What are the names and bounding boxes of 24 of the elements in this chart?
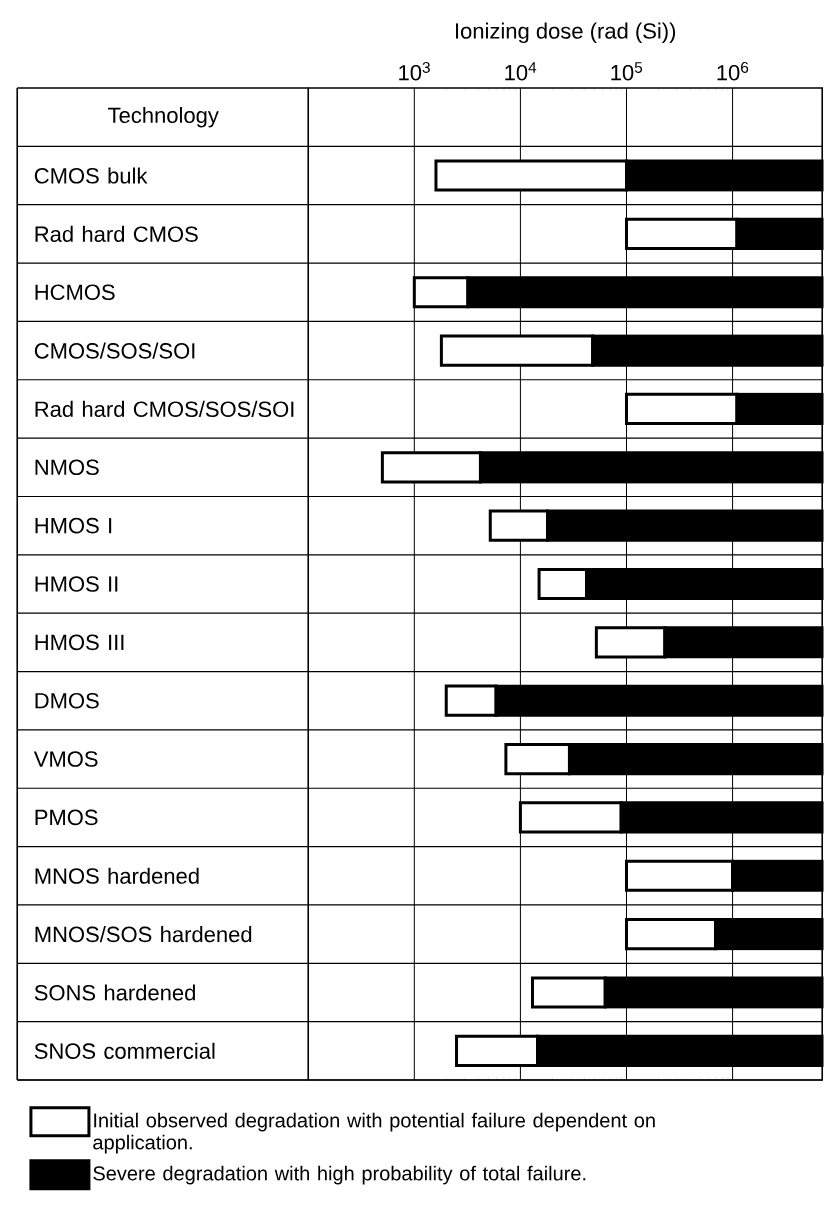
y-tick-label: MNOS/SOS hardened (35, 926, 252, 943)
y-tick-label: HMOS I (35, 517, 112, 534)
y-tick-label: HMOS III (35, 634, 124, 651)
y-tick-label: SONS hardened (34, 984, 196, 1001)
y-tick-label: SNOS commercial (34, 1042, 215, 1059)
x-axis-title: Ionizing dose (rad (Si)) (456, 22, 676, 44)
y-tick-label: NMOS (35, 459, 99, 476)
y-tick-label: Rad hard CMOS/SOS/SOI (35, 400, 294, 418)
y-tick-label: HCMOS (35, 284, 115, 301)
y-axis-title: Technology (108, 106, 219, 128)
y-tick-label: MNOS hardened (35, 867, 199, 884)
x-tick-label: 10$^{5}$ (611, 62, 643, 81)
legend-label: Initial observed degradation with potential failure dependent on application. (93, 1112, 655, 1154)
y-tick-label: Rad hard CMOS (35, 225, 198, 242)
x-tick-label: 10$^{4}$ (505, 62, 537, 81)
y-tick-label: CMOS/SOS/SOI (35, 342, 195, 359)
y-tick-label: PMOS (35, 809, 98, 826)
y-tick-label: CMOS bulk (35, 167, 148, 184)
legend-label: Severe degradation with high probability of total failure. (93, 1165, 586, 1185)
y-tick-label: VMOS (33, 751, 98, 767)
x-tick-label: 10$^{6}$ (717, 61, 749, 81)
y-tick-label: DMOS (35, 692, 99, 709)
y-tick-label: HMOS II (35, 576, 118, 592)
x-tick-label: 10$^{3}$ (399, 61, 431, 81)
